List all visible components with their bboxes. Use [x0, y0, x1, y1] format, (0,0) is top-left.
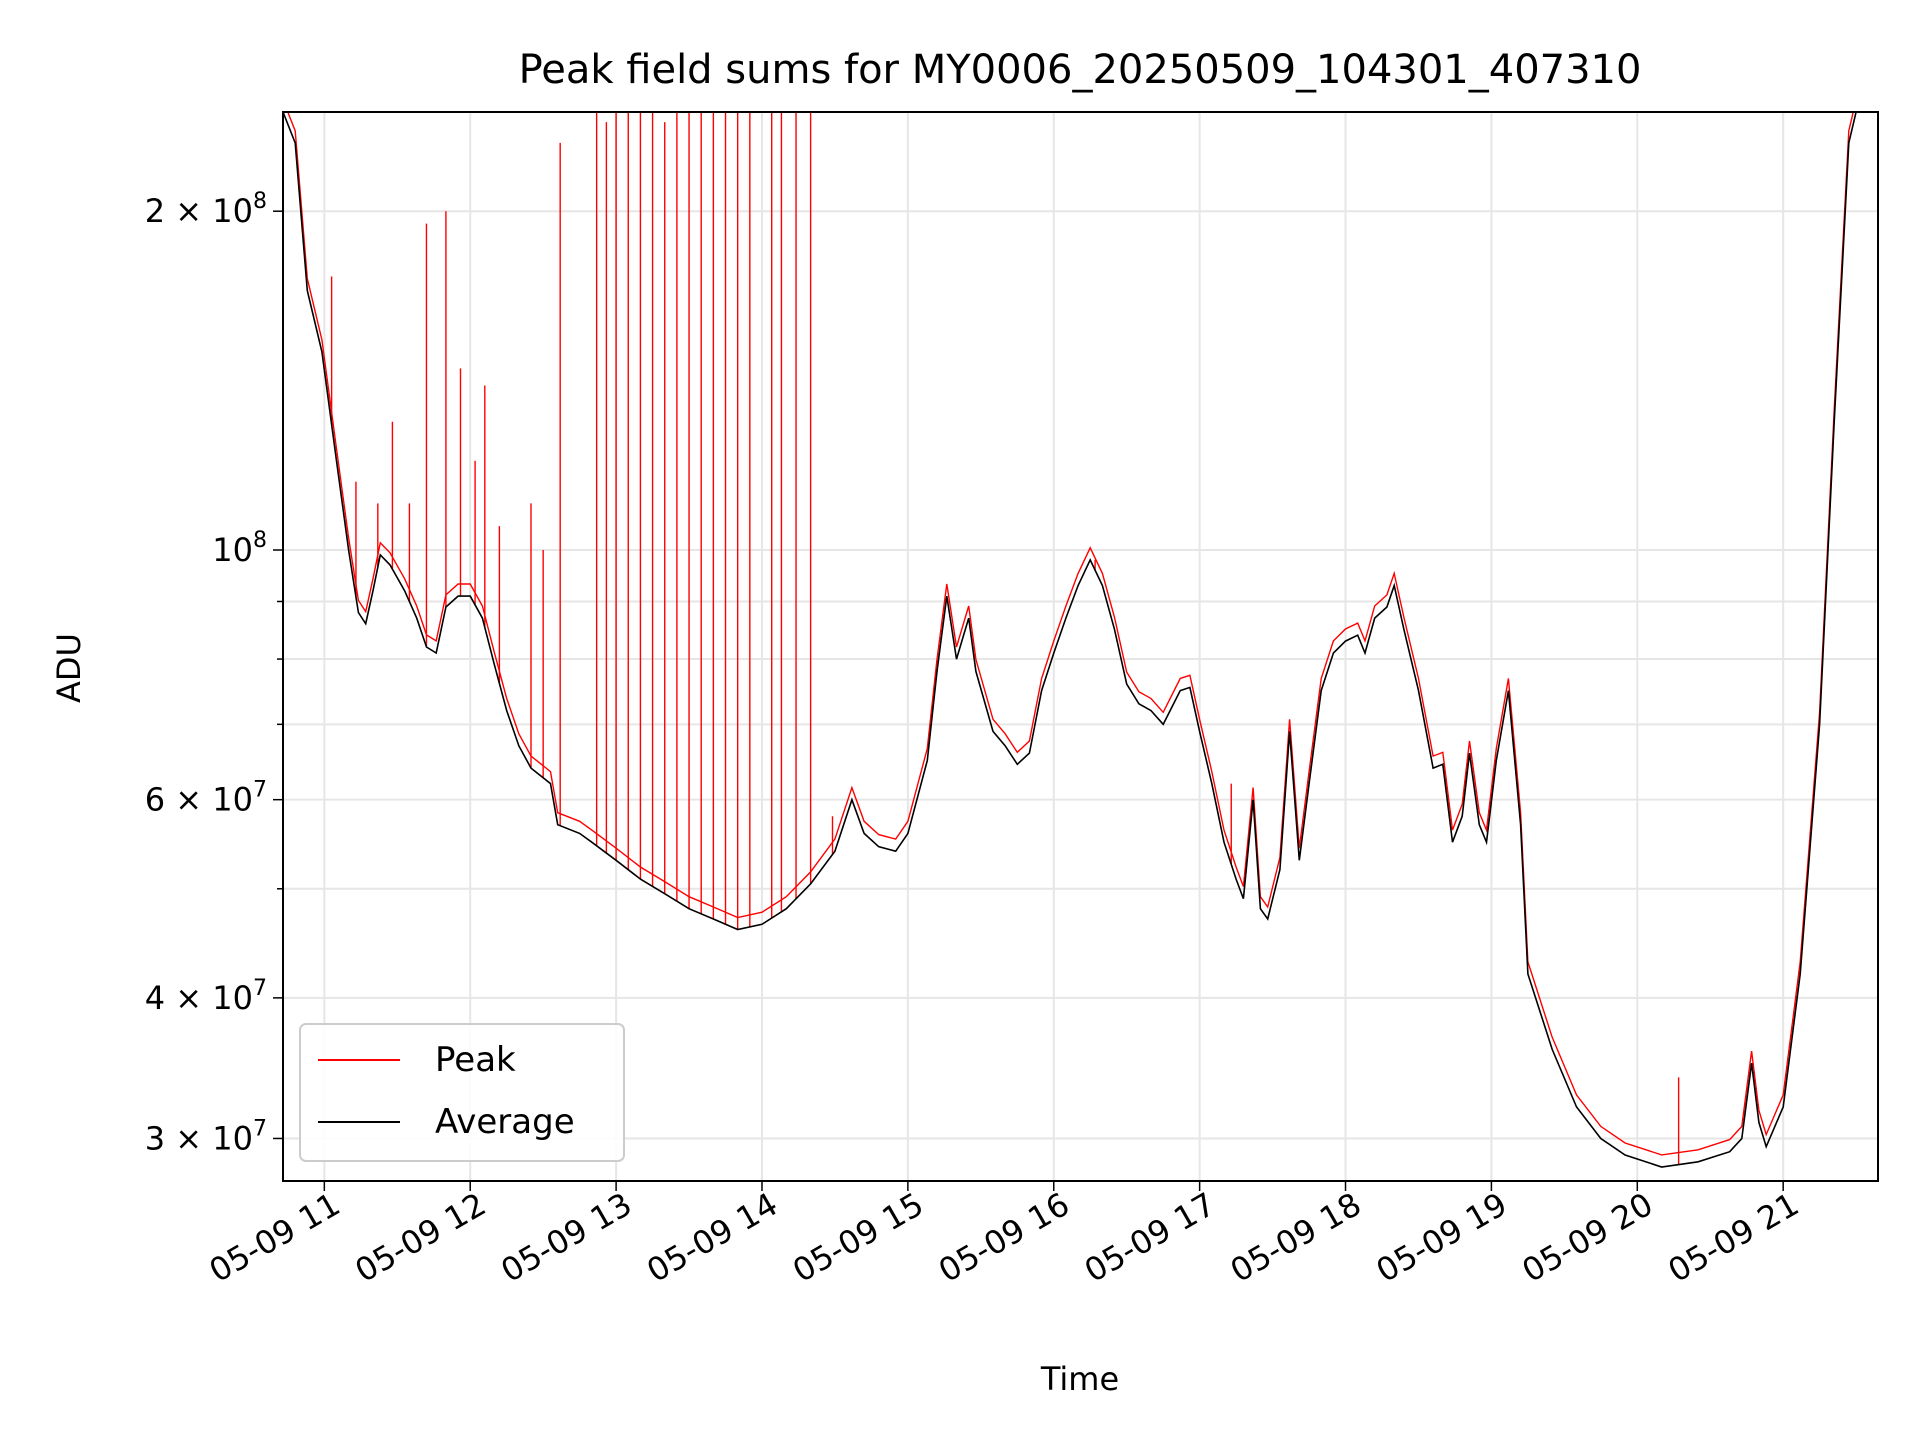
average-series-line — [283, 112, 1857, 1168]
y-tick-label: 6 × 107 — [145, 778, 267, 819]
y-tick-label: 3 × 107 — [145, 1116, 267, 1157]
legend-box — [299, 1023, 625, 1162]
series-group — [283, 112, 1857, 1168]
x-tick-label: 05-09 19 — [1370, 1185, 1514, 1290]
grid — [283, 112, 1878, 1181]
plot-frame — [282, 111, 1879, 1182]
x-tick-label: 05-09 21 — [1662, 1185, 1806, 1290]
x-tick-label: 05-09 18 — [1224, 1185, 1368, 1290]
y-tick-label: 108 — [212, 528, 267, 569]
x-tick-label: 05-09 17 — [1078, 1185, 1222, 1290]
legend-label-average: Average — [435, 1102, 575, 1142]
y-tick-label: 2 × 108 — [145, 189, 267, 230]
x-tick-label: 05-09 16 — [932, 1185, 1076, 1290]
x-axis-label: Time — [1040, 1360, 1119, 1398]
legend: Peak Average — [299, 1023, 625, 1162]
x-tick-label: 05-09 20 — [1516, 1185, 1660, 1290]
y-axis-label: ADU — [50, 633, 88, 703]
x-tick-label: 05-09 13 — [495, 1185, 639, 1290]
x-tick-label: 05-09 15 — [786, 1185, 930, 1290]
x-tick-label: 05-09 14 — [640, 1185, 784, 1290]
x-tick-label: 05-09 12 — [349, 1185, 493, 1290]
y-tick-label: 4 × 107 — [145, 976, 267, 1017]
chart-title: Peak field sums for MY0006_20250509_1043… — [519, 47, 1642, 93]
x-tick-label: 05-09 11 — [203, 1185, 347, 1290]
legend-label-peak: Peak — [435, 1040, 516, 1080]
peak-series-line — [287, 112, 1854, 1156]
